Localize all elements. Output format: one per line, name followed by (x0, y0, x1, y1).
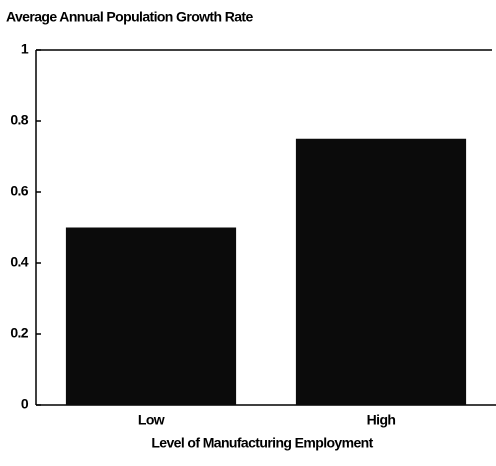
chart-title: Average Annual Population Growth Rate (6, 9, 253, 25)
y-tick-label: 0.8 (10, 112, 28, 128)
x-axis-label: Level of Manufacturing Employment (151, 435, 373, 451)
y-tick-label: 0 (21, 396, 29, 412)
x-tick-label: High (367, 412, 396, 428)
bar (65, 227, 237, 405)
y-tick-label: 1 (21, 41, 29, 57)
x-tick-label: Low (138, 412, 165, 428)
y-tick-label: 0.2 (10, 325, 28, 341)
y-tick-label: 0.6 (10, 183, 28, 199)
bar (295, 138, 467, 405)
y-tick-label: 0.4 (10, 254, 28, 270)
